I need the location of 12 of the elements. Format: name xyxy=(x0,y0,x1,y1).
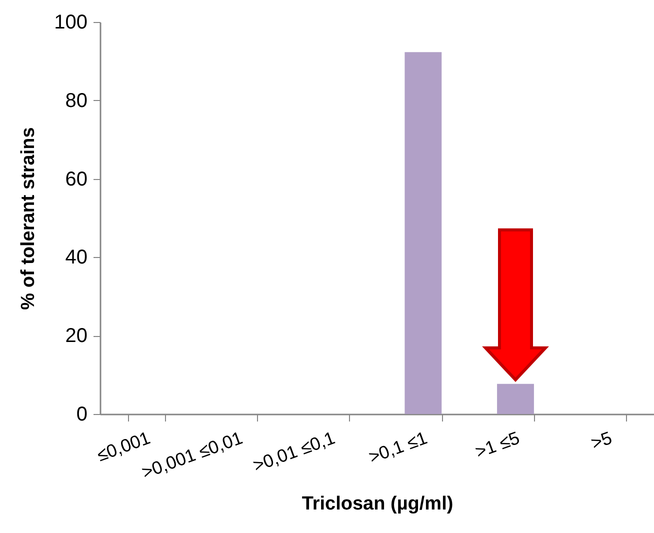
y-tick-label: 20 xyxy=(65,325,88,348)
y-axis-title: % of tolerant strains xyxy=(18,127,40,310)
y-tick-label: 0 xyxy=(76,404,88,426)
y-tick-label: 100 xyxy=(54,12,88,34)
x-tick-label: >0,01 ≤0,1 xyxy=(250,428,338,476)
x-tick-label: >5 xyxy=(588,428,614,454)
y-tick-label: 60 xyxy=(65,168,88,190)
x-tick-label: >1 ≤5 xyxy=(472,428,522,462)
x-tick-label: >0,1 ≤1 xyxy=(366,428,430,468)
y-tick-label: 80 xyxy=(65,90,88,112)
x-axis-title: Triclosan (µg/ml) xyxy=(302,493,454,514)
y-tick-label: 40 xyxy=(65,246,88,269)
